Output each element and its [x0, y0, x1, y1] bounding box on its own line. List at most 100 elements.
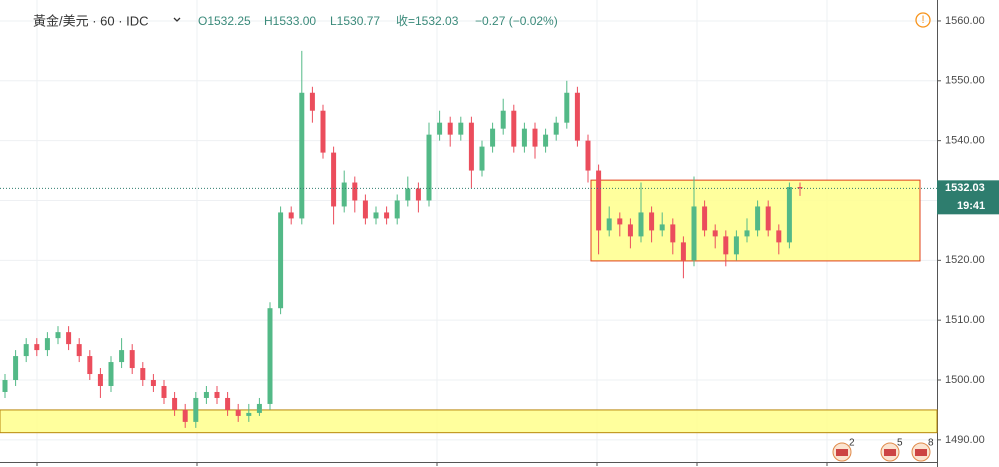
last-price-label: 1532.03	[945, 182, 985, 194]
candle-body	[521, 128, 527, 147]
event-count: 2	[849, 438, 855, 449]
candle-body	[225, 397, 231, 410]
candle-body	[755, 206, 761, 231]
candle-body	[373, 212, 379, 219]
candle-body	[23, 344, 29, 357]
candle-body	[574, 92, 580, 141]
candle-body	[193, 397, 199, 422]
candle-body	[479, 146, 485, 171]
event-count: 8	[928, 438, 934, 449]
candle-body	[543, 134, 549, 147]
candle-body	[288, 212, 294, 219]
alert-mark: !	[921, 14, 924, 26]
candle-body	[309, 92, 315, 111]
candle-body	[490, 128, 496, 147]
candle-body	[394, 200, 400, 219]
event-count: 5	[897, 438, 903, 449]
candle-body	[97, 374, 103, 386]
y-tick-label: 1550.00	[945, 75, 985, 87]
candle-body	[744, 230, 750, 237]
ohlc-value: 收=1532.03	[396, 14, 459, 28]
candle-body	[341, 182, 347, 207]
candle-body	[55, 332, 61, 339]
candle-body	[500, 110, 506, 129]
chart-title[interactable]: 黃金/美元 · 60 · IDC	[33, 13, 149, 28]
candle-body	[331, 152, 337, 207]
candle-body	[712, 230, 718, 237]
last-price-badge	[937, 180, 999, 215]
candle-body	[617, 218, 623, 225]
candle-body	[34, 344, 40, 351]
candle-body	[119, 350, 125, 363]
candle-body	[299, 92, 305, 219]
candle-body	[511, 110, 517, 147]
candle-body	[786, 187, 792, 243]
event-flag	[836, 449, 848, 456]
candle-body	[66, 332, 72, 345]
candle-body	[723, 236, 729, 255]
ohlc-value: H1533.00	[264, 14, 316, 28]
candle-body	[532, 128, 538, 147]
candle-body	[627, 224, 633, 237]
y-tick-label: 1560.00	[945, 15, 985, 27]
candle-body	[76, 344, 82, 357]
candle-body	[150, 380, 156, 386]
candle-body	[691, 206, 697, 261]
candle-body	[44, 338, 50, 351]
candle-body	[585, 140, 591, 171]
candle-body	[320, 110, 326, 153]
candle-body	[765, 206, 771, 231]
countdown-label: 19:41	[957, 200, 985, 212]
candle-body	[246, 412, 252, 416]
ohlc-value: L1530.77	[330, 14, 380, 28]
candle-body	[638, 212, 644, 237]
candle-body	[596, 170, 602, 231]
candle-body	[161, 385, 167, 398]
candle-body	[733, 236, 739, 255]
candle-body	[214, 391, 220, 398]
y-tick-label: 1520.00	[945, 254, 985, 266]
candle-body	[352, 182, 358, 201]
candle-body	[256, 403, 262, 413]
candle-body	[447, 122, 453, 135]
y-tick-label: 1510.00	[945, 314, 985, 326]
candle-body	[776, 230, 782, 243]
candle-body	[426, 134, 432, 201]
candle-body	[468, 122, 474, 171]
event-flag	[915, 449, 927, 456]
event-flag	[884, 449, 896, 456]
candle-body	[267, 308, 273, 404]
alert-icon[interactable]	[915, 12, 931, 28]
candle-body	[235, 409, 241, 416]
candle-body	[659, 224, 665, 231]
y-tick-label: 1500.00	[945, 374, 985, 386]
candle-body	[553, 122, 559, 135]
candle-body	[797, 187, 803, 189]
candle-body	[13, 356, 19, 381]
candle-body	[87, 356, 93, 375]
candle-body	[606, 218, 612, 231]
candle-body	[203, 391, 209, 398]
candle-body	[140, 368, 146, 381]
y-tick-label: 1540.00	[945, 135, 985, 147]
candle-body	[415, 188, 421, 201]
y-tick-label: 1490.00	[945, 434, 985, 446]
candle-body	[670, 224, 676, 243]
candle-body	[564, 92, 570, 123]
candle-body	[278, 212, 284, 309]
candle-body	[129, 350, 135, 369]
ohlc-value: O1532.25	[198, 14, 251, 28]
ohlc-value: −0.27 (−0.02%)	[475, 14, 558, 28]
candle-body	[2, 380, 8, 392]
candle-body	[680, 242, 686, 261]
candle-body	[702, 206, 708, 231]
candle-body	[458, 122, 464, 135]
candle-body	[108, 362, 114, 386]
candle-body	[172, 397, 178, 410]
candle-body	[405, 188, 411, 201]
candle-body	[437, 122, 443, 135]
symbol-dropdown[interactable]	[173, 17, 181, 22]
candle-body	[384, 212, 390, 219]
candle-body	[649, 212, 655, 231]
